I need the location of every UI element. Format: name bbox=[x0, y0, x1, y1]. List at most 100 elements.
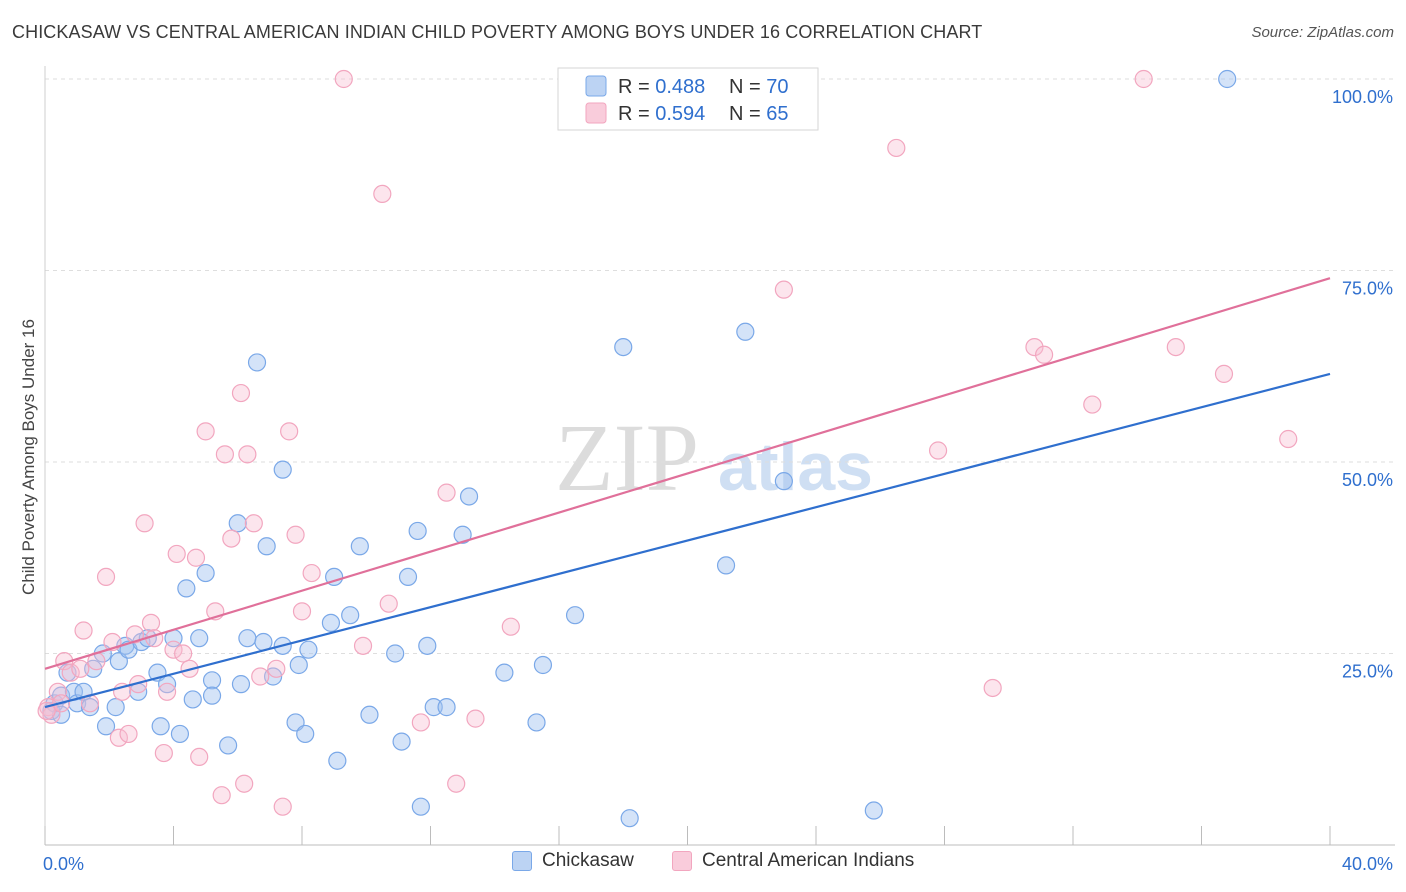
chickasaw-point bbox=[527, 713, 546, 732]
central-american-indians-point bbox=[174, 644, 193, 663]
chickasaw-point bbox=[350, 537, 369, 556]
data-points bbox=[37, 69, 1298, 828]
chickasaw-point bbox=[196, 563, 215, 583]
stats-r-label: R = 0.594 bbox=[618, 103, 705, 125]
zipatlas-watermark: ZIP atlas bbox=[555, 404, 873, 511]
chickasaw-point bbox=[408, 521, 427, 541]
chickasaw-point bbox=[424, 698, 443, 717]
central-american-indians-point bbox=[222, 529, 241, 548]
chickasaw-point bbox=[328, 751, 347, 770]
chickasaw-point bbox=[736, 322, 755, 341]
chickasaw-point bbox=[80, 698, 100, 717]
central-american-indians-point bbox=[1166, 338, 1185, 357]
watermark-zip-text: ZIP bbox=[555, 404, 699, 511]
chickasaw-point bbox=[202, 671, 222, 690]
series-points-1 bbox=[37, 69, 1298, 816]
chickasaw-point bbox=[289, 655, 308, 675]
chickasaw-point bbox=[341, 606, 360, 625]
chickasaw-point bbox=[1218, 69, 1237, 89]
central-american-indians-point bbox=[1214, 364, 1234, 384]
chickasaw-point bbox=[177, 579, 196, 598]
central-american-indians-point bbox=[928, 441, 948, 460]
y-tick-label-100: 100.0% bbox=[1332, 87, 1393, 107]
chickasaw-point bbox=[614, 338, 633, 357]
central-american-indians-point bbox=[141, 613, 161, 632]
x-tick-label-max: 40.0% bbox=[1342, 854, 1393, 874]
central-american-indians-point bbox=[109, 728, 128, 747]
y-axis-tick-labels: 25.0% 50.0% 75.0% 100.0% bbox=[1332, 87, 1393, 682]
chickasaw-point bbox=[459, 487, 479, 506]
chickasaw-point bbox=[273, 460, 292, 479]
central-american-indians-swatch bbox=[585, 102, 607, 124]
chickasaw-point bbox=[411, 797, 430, 816]
central-american-indians-point bbox=[1034, 345, 1054, 364]
chickasaw-point bbox=[386, 644, 405, 663]
chickasaw-point bbox=[437, 698, 456, 717]
central-american-indians-point bbox=[379, 594, 398, 613]
chickasaw-point bbox=[360, 705, 379, 724]
stats-n-label: N = 65 bbox=[729, 103, 789, 125]
chickasaw-point bbox=[228, 514, 247, 533]
central-american-indians-point bbox=[196, 422, 215, 441]
central-american-indians-point bbox=[286, 525, 305, 544]
chickasaw-legend-swatch bbox=[512, 851, 532, 871]
chickasaw-point bbox=[202, 686, 222, 705]
chickasaw-point bbox=[257, 537, 276, 556]
central-american-indians-trend-line bbox=[44, 277, 1331, 670]
central-american-indians-point bbox=[215, 445, 234, 464]
central-american-indians-legend-swatch bbox=[672, 851, 692, 871]
central-american-indians-point bbox=[373, 184, 392, 203]
central-american-indians-point bbox=[74, 621, 93, 640]
y-tick-label-50: 50.0% bbox=[1342, 470, 1393, 490]
central-american-indians-point bbox=[501, 617, 520, 636]
legend-label-central-american-indians: Central American Indians bbox=[702, 850, 915, 871]
chickasaw-point bbox=[299, 640, 318, 659]
central-american-indians-point bbox=[186, 548, 206, 567]
chickasaw-n-value: 70 bbox=[766, 76, 788, 98]
central-american-indians-point bbox=[164, 640, 183, 659]
central-american-indians-point bbox=[302, 563, 321, 583]
central-american-indians-point bbox=[154, 743, 173, 763]
x-axis-tick-labels: 0.0% 40.0% bbox=[43, 854, 1393, 874]
central-american-indians-point bbox=[774, 280, 793, 299]
central-american-indians-point bbox=[119, 724, 138, 744]
central-american-indians-r-value: 0.594 bbox=[655, 103, 705, 125]
central-american-indians-point bbox=[190, 747, 209, 767]
chickasaw-point bbox=[170, 724, 190, 744]
central-american-indians-point bbox=[411, 713, 430, 732]
chickasaw-point bbox=[418, 636, 437, 655]
chickasaw-point bbox=[219, 736, 238, 755]
chickasaw-point bbox=[398, 567, 418, 587]
legend-item-chickasaw[interactable]: Chickasaw bbox=[512, 850, 634, 872]
central-american-indians-point bbox=[135, 514, 154, 533]
chickasaw-point bbox=[864, 801, 883, 820]
chickasaw-point bbox=[238, 629, 257, 648]
series-points-0 bbox=[42, 69, 1237, 828]
chickasaw-point bbox=[247, 353, 267, 372]
chickasaw-point bbox=[533, 655, 553, 675]
chickasaw-point bbox=[190, 629, 209, 648]
central-american-indians-point bbox=[61, 663, 80, 682]
central-american-indians-point bbox=[983, 678, 1002, 698]
x-tick-label-min: 0.0% bbox=[43, 854, 84, 874]
central-american-indians-point bbox=[96, 567, 116, 587]
central-american-indians-point bbox=[71, 659, 90, 678]
central-american-indians-point bbox=[887, 138, 906, 158]
chickasaw-point bbox=[296, 724, 315, 744]
chickasaw-point bbox=[106, 698, 125, 717]
central-american-indians-point bbox=[1279, 429, 1298, 449]
central-american-indians-point bbox=[251, 667, 270, 686]
chickasaw-point bbox=[392, 732, 411, 751]
central-american-indians-point bbox=[292, 602, 312, 621]
chickasaw-point bbox=[231, 675, 251, 694]
central-american-indians-point bbox=[447, 774, 466, 793]
chickasaw-point bbox=[716, 556, 736, 575]
stats-legend-row-central-american-indians: R = 0.594 N = 65 bbox=[585, 102, 789, 125]
central-american-indians-point bbox=[466, 709, 485, 728]
stats-r-label: R = 0.488 bbox=[618, 76, 705, 98]
central-american-indians-point bbox=[238, 445, 257, 464]
central-american-indians-point bbox=[334, 69, 353, 89]
central-american-indians-point bbox=[273, 797, 292, 816]
legend-item-central-american-indians[interactable]: Central American Indians bbox=[672, 850, 914, 872]
